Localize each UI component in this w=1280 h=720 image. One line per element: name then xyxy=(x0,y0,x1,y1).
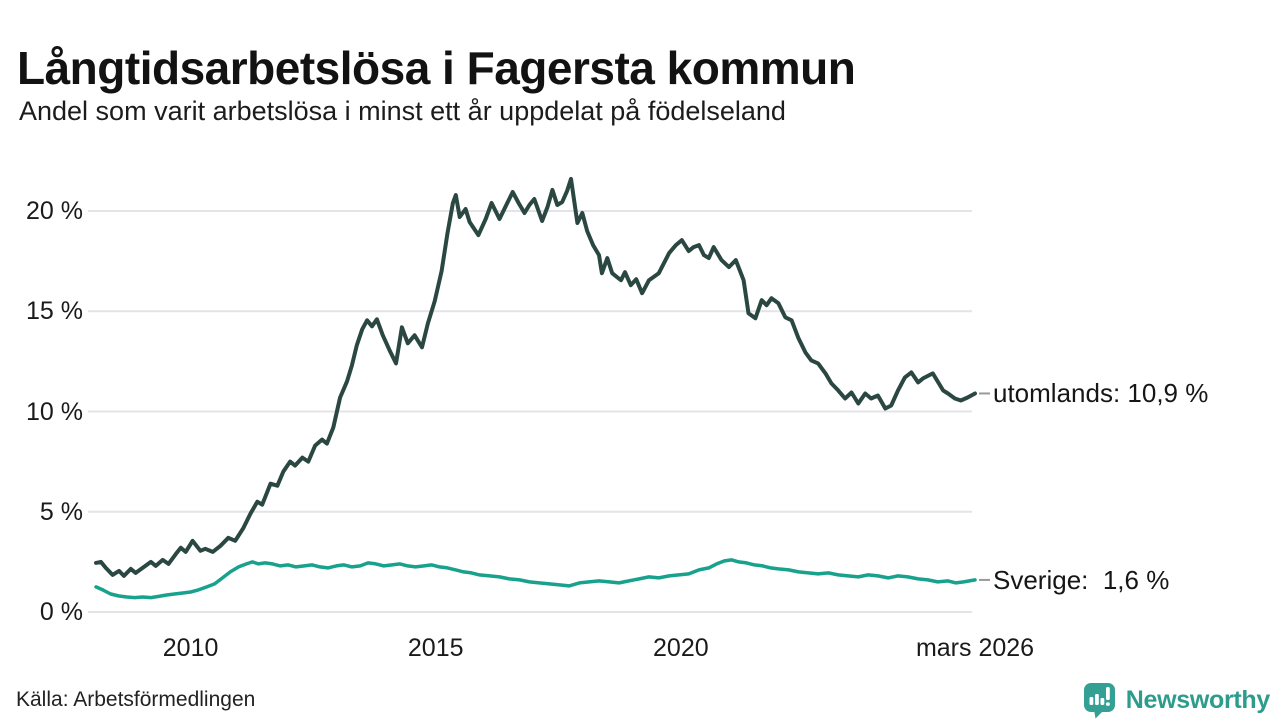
x-axis-tick-label: 2015 xyxy=(407,634,464,662)
y-axis-tick-label: 15 % xyxy=(26,297,83,326)
series-line-utomlands xyxy=(94,176,977,578)
y-axis-tick-label: 0 % xyxy=(39,598,83,626)
y-axis-tick-label: 20 % xyxy=(26,197,83,225)
page-title: Långtidsarbetslösa i Fagersta kommun xyxy=(17,41,856,94)
source-note: Källa: Arbetsförmedlingen xyxy=(16,688,256,711)
chart-subtitle: Andel som varit arbetslösa i minst ett å… xyxy=(19,96,786,126)
x-axis-tick-label: 2010 xyxy=(162,634,219,662)
series-line-sverige xyxy=(94,558,977,600)
newsworthy-wordmark: Newsworthy xyxy=(1125,686,1271,714)
y-axis-tick-label: 10 % xyxy=(26,397,83,426)
x-axis-tick-label: 2020 xyxy=(653,634,709,662)
series-label-utomlands: utomlands: 10,9 % xyxy=(993,378,1209,409)
series-label-sverige: Sverige: 1,6 % xyxy=(993,564,1170,595)
newsworthy-branding: Newsworthy xyxy=(1081,682,1270,719)
x-axis-tick-label: mars 2026 xyxy=(915,634,1035,662)
y-axis-tick-label: 5 % xyxy=(39,497,83,526)
newsworthy-logo-icon xyxy=(1081,682,1119,719)
